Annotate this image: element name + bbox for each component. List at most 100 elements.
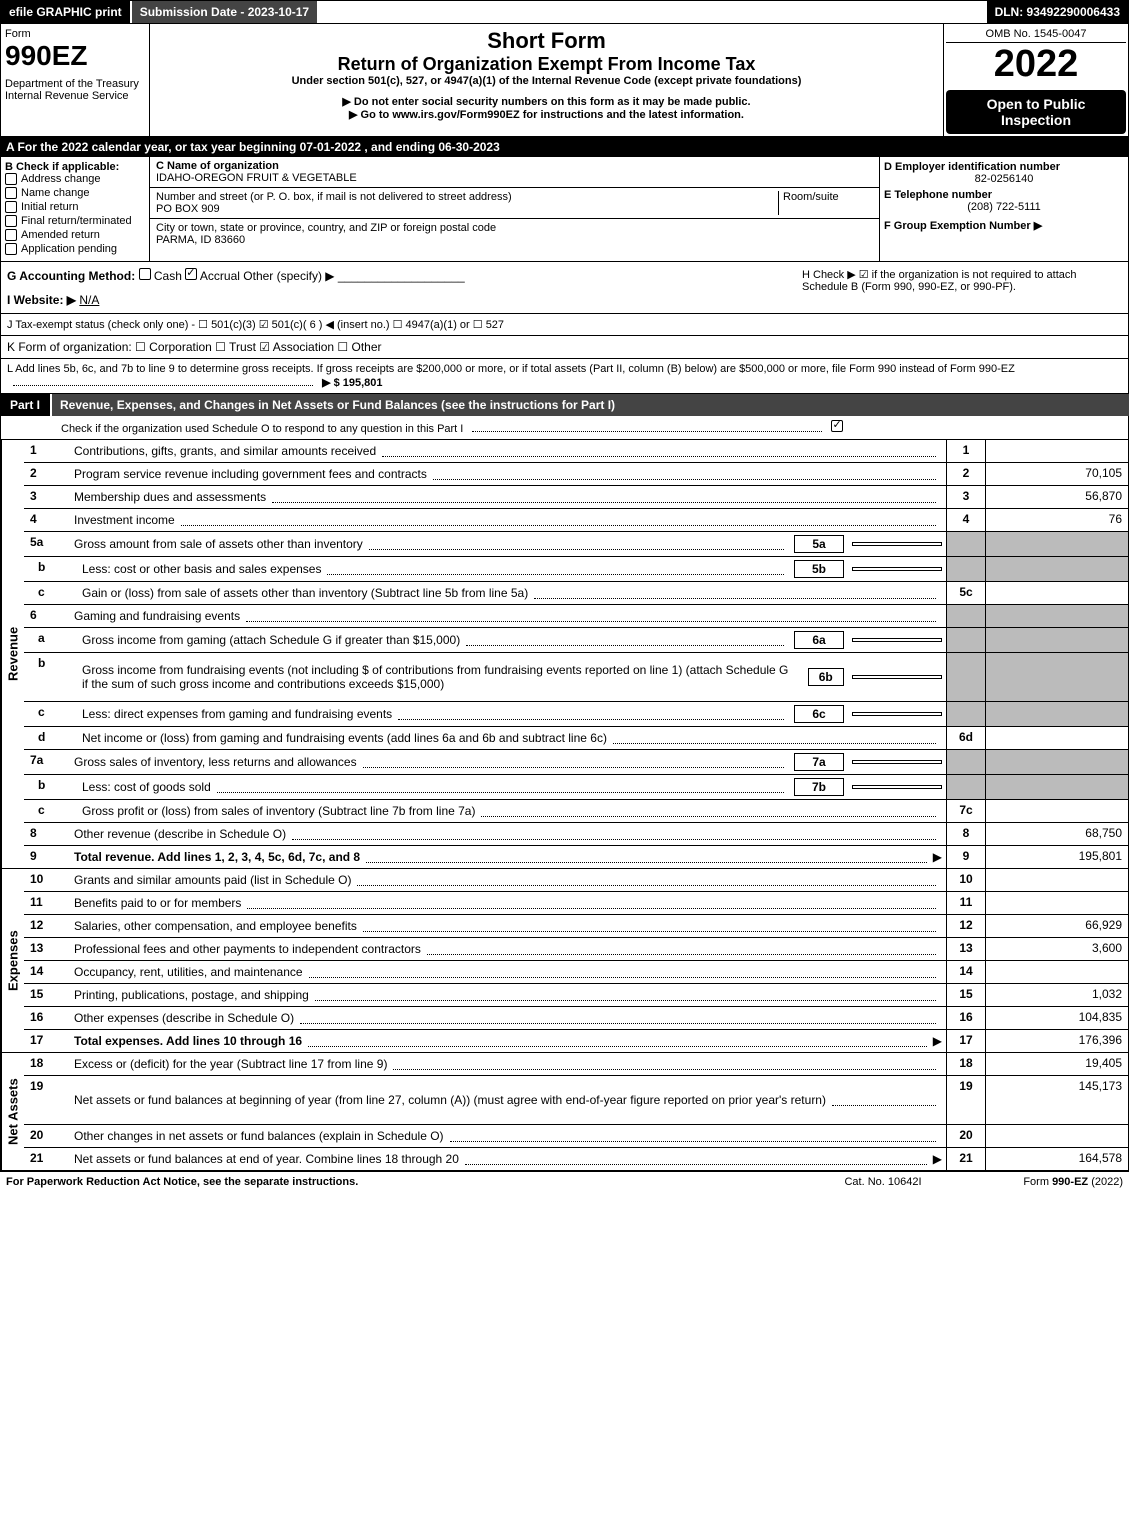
- col-line-ref: 20: [946, 1125, 985, 1147]
- section-l: L Add lines 5b, 6c, and 7b to line 9 to …: [0, 359, 1129, 394]
- line-desc: Gross income from fundraising events (no…: [78, 653, 946, 701]
- line-desc: Less: direct expenses from gaming and fu…: [78, 702, 946, 726]
- line-number: 6: [24, 605, 70, 627]
- col-amount: 19,405: [985, 1053, 1128, 1075]
- line-number: b: [24, 653, 78, 701]
- revenue-table: Revenue 1Contributions, gifts, grants, a…: [0, 440, 1129, 869]
- line-number: 16: [24, 1007, 70, 1029]
- header-right: OMB No. 1545-0047 2022 Open to Public In…: [943, 24, 1128, 136]
- inline-line-value: [852, 567, 942, 571]
- line-number: 21: [24, 1148, 70, 1170]
- cb-cash[interactable]: [139, 268, 151, 280]
- line-row: 6Gaming and fundraising events: [24, 605, 1128, 628]
- line-desc: Gross income from gaming (attach Schedul…: [78, 628, 946, 652]
- section-g: G Accounting Method: Cash Accrual Other …: [7, 268, 782, 307]
- col-amount: 145,173: [985, 1076, 1128, 1124]
- line-row: 18Excess or (deficit) for the year (Subt…: [24, 1053, 1128, 1076]
- line-row: 13Professional fees and other payments t…: [24, 938, 1128, 961]
- col-amount: [985, 869, 1128, 891]
- inline-line-ref: 6a: [794, 631, 844, 649]
- cb-schedule-o[interactable]: [831, 420, 843, 432]
- line-number: c: [24, 702, 78, 726]
- col-line-ref: 21: [946, 1148, 985, 1170]
- city-value: PARMA, ID 83660: [156, 234, 245, 246]
- part1-header: Part I Revenue, Expenses, and Changes in…: [0, 394, 1129, 416]
- inline-line-ref: 6b: [808, 668, 844, 686]
- cb-address-change[interactable]: Address change: [5, 173, 145, 185]
- col-amount: [985, 1125, 1128, 1147]
- c-label: C Name of organization: [156, 160, 279, 172]
- footer-left: For Paperwork Reduction Act Notice, see …: [6, 1176, 803, 1188]
- line-desc: Net income or (loss) from gaming and fun…: [78, 727, 946, 749]
- line-number: 10: [24, 869, 70, 891]
- line-desc: Membership dues and assessments: [70, 486, 946, 508]
- form-number: 990EZ: [5, 40, 145, 72]
- line-number: 19: [24, 1076, 70, 1124]
- line-desc: Net assets or fund balances at beginning…: [70, 1076, 946, 1124]
- col-line-ref: 16: [946, 1007, 985, 1029]
- cb-initial-return[interactable]: Initial return: [5, 201, 145, 213]
- inline-line-ref: 5a: [794, 535, 844, 553]
- note-goto[interactable]: ▶ Go to www.irs.gov/Form990EZ for instru…: [154, 108, 939, 121]
- line-number: 13: [24, 938, 70, 960]
- col-amount: 195,801: [985, 846, 1128, 868]
- line-row: 10Grants and similar amounts paid (list …: [24, 869, 1128, 892]
- col-line-ref: 18: [946, 1053, 985, 1075]
- line-row: cGain or (loss) from sale of assets othe…: [24, 582, 1128, 605]
- inline-line-ref: 6c: [794, 705, 844, 723]
- inline-line-ref: 5b: [794, 560, 844, 578]
- l-text: L Add lines 5b, 6c, and 7b to line 9 to …: [7, 363, 1015, 375]
- line-number: 12: [24, 915, 70, 937]
- line-number: a: [24, 628, 78, 652]
- col-line-ref: 19: [946, 1076, 985, 1124]
- header-left: Form 990EZ Department of the Treasury In…: [1, 24, 150, 136]
- line-desc: Less: cost of goods sold7b: [78, 775, 946, 799]
- line-row: 21Net assets or fund balances at end of …: [24, 1148, 1128, 1170]
- inline-line-value: [852, 675, 942, 679]
- part1-check-row: Check if the organization used Schedule …: [0, 416, 1129, 440]
- line-desc: Excess or (deficit) for the year (Subtra…: [70, 1053, 946, 1075]
- line-row: 5aGross amount from sale of assets other…: [24, 532, 1128, 557]
- col-line-ref: 7c: [946, 800, 985, 822]
- col-line-ref: 8: [946, 823, 985, 845]
- inline-line-value: [852, 712, 942, 716]
- line-row: 9Total revenue. Add lines 1, 2, 3, 4, 5c…: [24, 846, 1128, 868]
- line-desc: Net assets or fund balances at end of ye…: [70, 1148, 946, 1170]
- col-line-ref: 10: [946, 869, 985, 891]
- line-desc: Less: cost or other basis and sales expe…: [78, 557, 946, 581]
- open-public-badge: Open to Public Inspection: [946, 90, 1126, 134]
- line-desc: Professional fees and other payments to …: [70, 938, 946, 960]
- inline-line-value: [852, 542, 942, 546]
- line-row: 15Printing, publications, postage, and s…: [24, 984, 1128, 1007]
- line-row: cLess: direct expenses from gaming and f…: [24, 702, 1128, 727]
- line-number: 7a: [24, 750, 70, 774]
- submission-date: Submission Date - 2023-10-17: [130, 1, 317, 23]
- col-amount: [985, 800, 1128, 822]
- col-amount: 70,105: [985, 463, 1128, 485]
- line-number: 8: [24, 823, 70, 845]
- cb-name-change[interactable]: Name change: [5, 187, 145, 199]
- line-number: 4: [24, 509, 70, 531]
- website-value: N/A: [79, 293, 99, 307]
- dept-line2: Internal Revenue Service: [5, 90, 145, 102]
- inline-line-value: [852, 760, 942, 764]
- side-netassets: Net Assets: [1, 1053, 24, 1170]
- cb-final-return[interactable]: Final return/terminated: [5, 215, 145, 227]
- ein-value: 82-0256140: [884, 173, 1124, 185]
- section-def: D Employer identification number 82-0256…: [879, 157, 1128, 261]
- line-row: bLess: cost of goods sold7b: [24, 775, 1128, 800]
- cb-accrual[interactable]: [185, 268, 197, 280]
- line-number: b: [24, 557, 78, 581]
- col-amount: 3,600: [985, 938, 1128, 960]
- line-row: 11Benefits paid to or for members11: [24, 892, 1128, 915]
- col-amount: 104,835: [985, 1007, 1128, 1029]
- line-row: 20Other changes in net assets or fund ba…: [24, 1125, 1128, 1148]
- section-j: J Tax-exempt status (check only one) - ☐…: [0, 314, 1129, 336]
- col-amount: 56,870: [985, 486, 1128, 508]
- info-block: B Check if applicable: Address change Na…: [0, 157, 1129, 262]
- cb-app-pending[interactable]: Application pending: [5, 243, 145, 255]
- arrow-icon: ▶: [933, 850, 942, 864]
- efile-label[interactable]: efile GRAPHIC print: [1, 1, 130, 23]
- col-line-ref: 12: [946, 915, 985, 937]
- cb-amended[interactable]: Amended return: [5, 229, 145, 241]
